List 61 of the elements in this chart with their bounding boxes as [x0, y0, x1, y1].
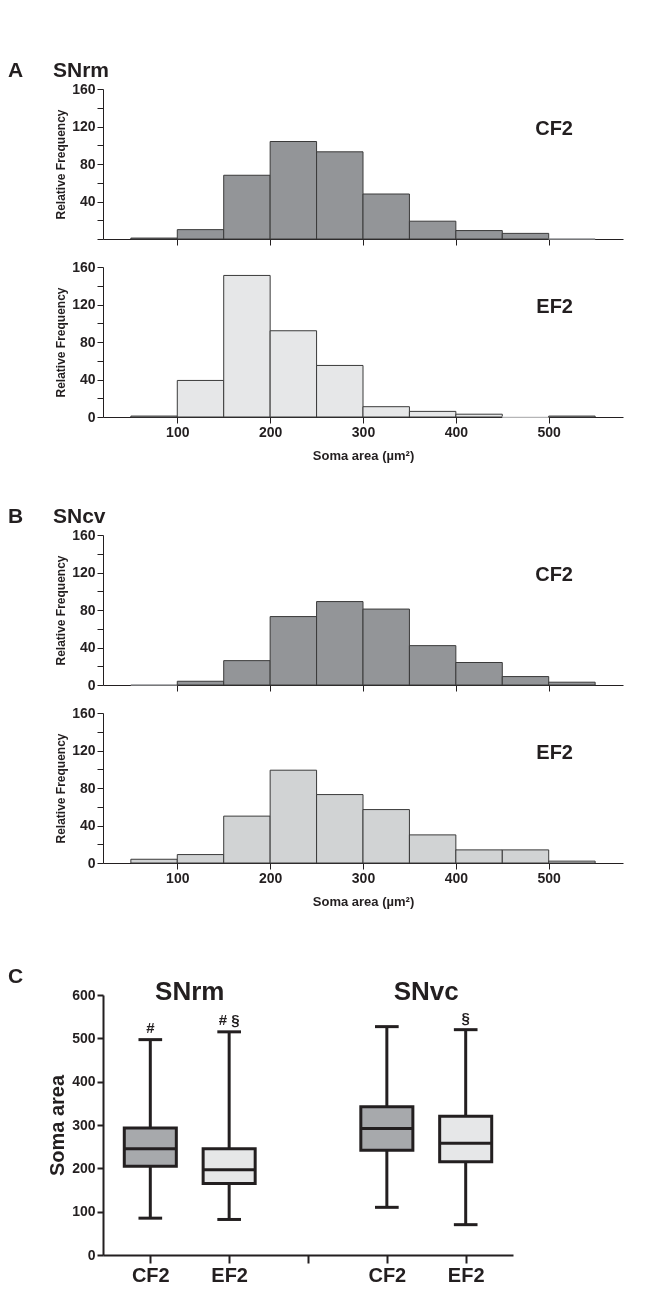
x-tick-label: 300: [351, 423, 376, 440]
text: CF2: [535, 117, 573, 139]
y-tick-label: 300: [72, 1116, 96, 1133]
y-tick-label: 120: [72, 564, 96, 580]
text: B: [8, 504, 24, 527]
text: CF2: [535, 563, 573, 585]
text: EF2: [536, 295, 573, 317]
y-tick-label: 80: [79, 333, 96, 350]
y-tick-label: 160: [72, 704, 96, 721]
x-tick-label: 200: [258, 423, 283, 440]
y-tick-label: 40: [79, 639, 96, 655]
y-tick-label: 600: [72, 986, 96, 1003]
y-tick-label: 500: [72, 1029, 96, 1046]
x-tick-label: 500: [537, 869, 562, 886]
y-axis-title: Relative Frequency: [54, 555, 69, 666]
y-tick-label: 200: [72, 1159, 96, 1176]
y-axis-title: Relative Frequency: [54, 109, 69, 220]
text: C: [8, 964, 24, 987]
y-tick-label: 120: [72, 296, 96, 312]
x-tick-label: 100: [166, 869, 190, 886]
text: # §: [218, 1010, 240, 1028]
x-tick-label: EF2: [447, 1263, 485, 1286]
text: #: [146, 1018, 155, 1036]
y-tick-label: 160: [72, 258, 96, 275]
text: EF2: [536, 741, 573, 763]
x-tick-label: 400: [444, 869, 469, 886]
x-tick-label: CF2: [368, 1263, 407, 1286]
y-axis-title: Relative Frequency: [54, 287, 69, 398]
y-tick-label: 400: [72, 1073, 96, 1090]
x-tick-label: EF2: [211, 1263, 248, 1286]
x-tick-label: 300: [351, 869, 376, 886]
y-tick-label: 40: [79, 371, 96, 387]
annotation: SNrm: [155, 976, 225, 1006]
y-tick-label: 0: [87, 676, 96, 693]
y-tick-label: 160: [72, 80, 96, 97]
y-tick-label: 40: [79, 193, 96, 209]
annotation: SNvc: [393, 976, 459, 1006]
y-tick-label: 80: [79, 601, 96, 618]
y-tick-label: 100: [72, 1203, 96, 1220]
x-tick-label: 200: [258, 869, 283, 886]
x-tick-label: 400: [444, 423, 469, 440]
y-tick-label: 80: [79, 779, 96, 796]
y-tick-label: 40: [79, 817, 96, 833]
chart-title: SNcv: [53, 504, 106, 527]
y-tick-label: 120: [72, 118, 96, 134]
y-tick-label: 0: [87, 408, 96, 425]
x-axis-title: Soma area (µm²): [312, 447, 415, 463]
y-tick-label: 160: [72, 526, 96, 543]
chart-title: SNrm: [53, 58, 110, 81]
y-axis-title: Relative Frequency: [54, 733, 69, 844]
x-axis-title: Soma area (µm²): [312, 893, 415, 909]
x-tick-label: CF2: [131, 1263, 170, 1286]
text: A: [8, 58, 24, 81]
text: §: [461, 1008, 470, 1026]
x-tick-label: 500: [537, 423, 562, 440]
y-axis-title: Soma area: [46, 1074, 69, 1177]
x-tick-label: 100: [166, 423, 190, 440]
y-tick-label: 0: [87, 854, 96, 871]
y-tick-label: 120: [72, 742, 96, 758]
y-tick-label: 80: [79, 155, 96, 172]
y-tick-label: 0: [87, 1246, 96, 1263]
